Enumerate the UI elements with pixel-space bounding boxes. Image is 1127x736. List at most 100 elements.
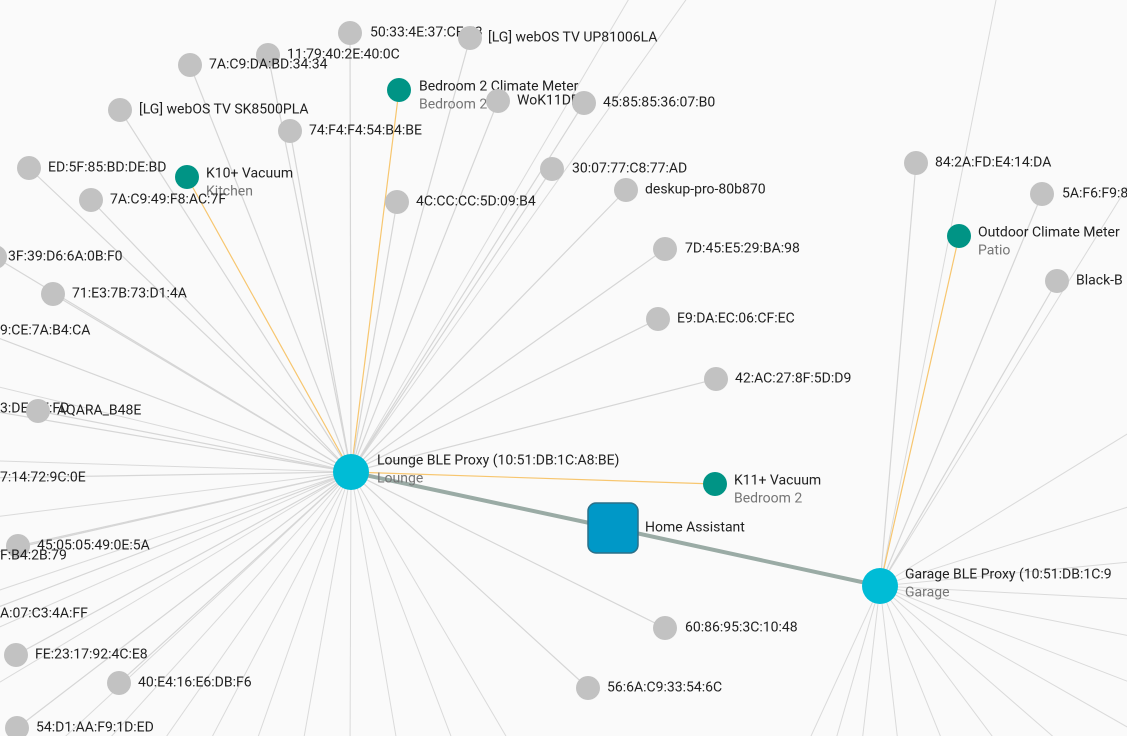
edge: [189, 64, 352, 473]
node-sublabel: Kitchen: [206, 184, 253, 200]
node-sublabel: Patio: [978, 243, 1010, 259]
node-label: 30:07:77:C8:77:AD: [572, 161, 687, 177]
edge: [350, 201, 398, 473]
node-label: Black-B: [1076, 273, 1123, 289]
device-node[interactable]: [704, 367, 728, 391]
edge: [350, 471, 452, 736]
edge-hub: [612, 526, 881, 588]
device-node[interactable]: [17, 156, 41, 180]
node-label: Bedroom 2 Climate Meter: [419, 79, 579, 95]
edge: [0, 471, 352, 628]
edge: [350, 248, 666, 473]
edge: [186, 176, 352, 473]
edge: [879, 585, 941, 736]
edge: [90, 199, 352, 473]
device-node[interactable]: [5, 716, 29, 736]
edge: [349, 471, 352, 736]
edge: [289, 130, 352, 473]
device-node[interactable]: [108, 98, 132, 122]
proxy-node[interactable]: [333, 454, 369, 490]
edge: [836, 585, 881, 736]
device-node[interactable]: [278, 119, 302, 143]
device-node[interactable]: [947, 224, 971, 248]
edge: [350, 471, 589, 689]
node-label: Home Assistant: [645, 520, 745, 536]
node-label: 56:6A:C9:33:54:6C: [607, 680, 722, 696]
edge: [879, 585, 1127, 600]
edge: [879, 186, 1127, 587]
edge: [879, 235, 960, 587]
edge: [350, 471, 666, 629]
device-node[interactable]: [387, 78, 411, 102]
edge: [879, 585, 1054, 736]
edge: [879, 506, 1127, 587]
node-label: 5A:F6:F9:8: [1062, 186, 1127, 202]
edge: [349, 32, 352, 473]
edge: [879, 585, 1127, 728]
node-label: 71:E3:7B:73:D1:4A: [72, 286, 187, 302]
device-node[interactable]: [175, 165, 199, 189]
device-node[interactable]: [458, 26, 482, 50]
edge: [15, 471, 352, 656]
device-node[interactable]: [338, 21, 362, 45]
node-label: E9:DA:EC:06:CF:EC: [677, 311, 795, 327]
device-node[interactable]: [653, 237, 677, 261]
device-node[interactable]: [41, 282, 65, 306]
device-node[interactable]: [385, 190, 409, 214]
edge: [166, 471, 352, 736]
edge: [350, 471, 716, 485]
node-label: 45:85:85:36:07:B0: [603, 95, 715, 111]
device-node[interactable]: [107, 671, 131, 695]
node-label: 50:33:4E:37:CF:53: [370, 25, 483, 41]
edge: [879, 0, 997, 587]
edge: [350, 378, 717, 473]
node-label: 40:E4:16:E6:DB:F6: [138, 675, 252, 691]
device-node[interactable]: [26, 399, 50, 423]
device-node[interactable]: [703, 472, 727, 496]
device-node[interactable]: [6, 534, 30, 558]
node-label: 4C:CC:CC:5D:09:B4: [416, 194, 536, 210]
node-label: WoK11DB1: [517, 93, 588, 109]
edge: [118, 471, 352, 684]
device-node[interactable]: [653, 616, 677, 640]
node-label: ED:5F:85:BD:DE:BD: [48, 160, 166, 176]
node-label: F:B4:2B:79: [0, 548, 67, 564]
proxy-node[interactable]: [862, 568, 898, 604]
device-node[interactable]: [178, 53, 202, 77]
device-node[interactable]: [1045, 269, 1069, 293]
edge: [810, 585, 881, 736]
node-sublabel: Bedroom 2: [734, 491, 802, 507]
edge: [0, 471, 352, 607]
hub-node[interactable]: [587, 502, 639, 554]
edge: [350, 89, 400, 473]
edge: [879, 433, 1127, 587]
edge: [879, 585, 898, 736]
node-label: FE:23:17:92:4C:E8: [35, 647, 148, 663]
node-sublabel: Garage: [905, 585, 950, 601]
device-node[interactable]: [576, 676, 600, 700]
device-node[interactable]: [540, 157, 564, 181]
device-node[interactable]: [0, 245, 7, 269]
edge: [0, 337, 352, 473]
edge: [879, 162, 917, 587]
device-node[interactable]: [646, 307, 670, 331]
node-label: AQARA_B48E: [57, 403, 141, 419]
device-node[interactable]: [1030, 182, 1054, 206]
edge: [0, 471, 352, 591]
node-label: A:07:C3:4A:FF: [0, 606, 88, 622]
device-node[interactable]: [256, 43, 280, 67]
edge: [16, 471, 352, 729]
device-node[interactable]: [614, 178, 638, 202]
node-label: 3F:39:D6:6A:0B:F0: [8, 249, 123, 265]
node-label: 9:CE:7A:B4:CA: [0, 323, 90, 339]
edge: [879, 193, 1043, 587]
device-node[interactable]: [572, 91, 596, 115]
node-label: 7A:C9:DA:BD:34:34: [209, 57, 328, 73]
device-node[interactable]: [4, 643, 28, 667]
node-label: 60:86:95:3C:10:48: [685, 620, 798, 636]
edge: [879, 280, 1058, 587]
device-node[interactable]: [486, 89, 510, 113]
device-node[interactable]: [79, 188, 103, 212]
node-label: [LG] webOS TV UP81006LA: [488, 30, 657, 46]
device-node[interactable]: [904, 151, 928, 175]
